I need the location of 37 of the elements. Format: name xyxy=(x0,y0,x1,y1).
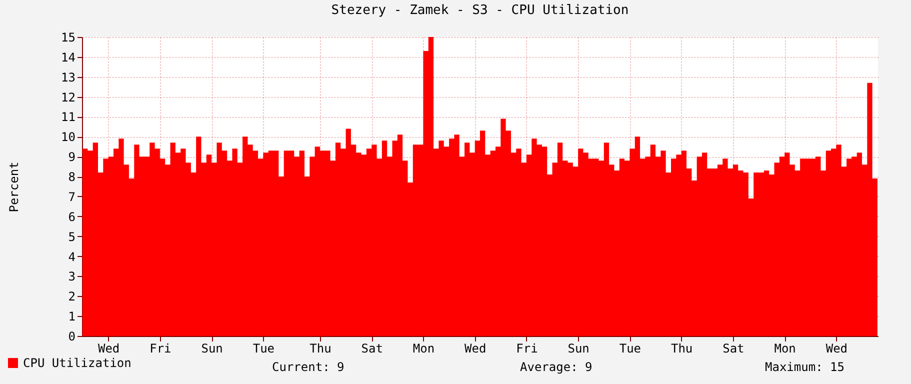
x-tick-label: Wed xyxy=(98,342,120,356)
x-tick-label: Sat xyxy=(722,342,744,356)
x-tick-label: Wed xyxy=(464,342,486,356)
x-tick-label: Mon xyxy=(774,342,796,356)
y-tick-label: 13 xyxy=(61,70,76,84)
x-tick-label: Thu xyxy=(310,342,332,356)
y-tick-label: 2 xyxy=(68,290,76,304)
y-tick-label: 3 xyxy=(68,270,76,284)
y-tick-label: 8 xyxy=(68,170,76,184)
x-tick-label: Thu xyxy=(670,342,693,356)
y-tick-label: 15 xyxy=(61,30,76,44)
y-tick-label: 4 xyxy=(68,250,76,264)
y-tick-label: 11 xyxy=(61,110,76,124)
text: Current: 9 xyxy=(272,360,344,374)
y-tick-label: 6 xyxy=(68,210,76,224)
y-axis-title: Percent xyxy=(7,162,22,212)
x-tick-label: Wed xyxy=(826,342,848,356)
y-tick-label: 14 xyxy=(61,50,76,64)
y-tick-label: 9 xyxy=(68,150,76,164)
y-tick-label: 0 xyxy=(68,330,76,344)
x-tick-label: Tue xyxy=(252,342,275,356)
text: Average: 9 xyxy=(520,360,592,374)
x-tick-label: Mon xyxy=(412,342,435,356)
x-tick-label: Sun xyxy=(201,342,223,356)
y-tick-label: 5 xyxy=(68,230,76,244)
y-tick-label: 7 xyxy=(68,190,76,204)
x-tick-label: Tue xyxy=(619,342,642,356)
legend-label: CPU Utilization xyxy=(23,356,132,370)
x-tick-label: Sat xyxy=(361,342,383,356)
y-tick-label: 12 xyxy=(61,90,76,104)
x-tick-label: Fri xyxy=(516,342,538,356)
x-tick-label: Fri xyxy=(150,342,172,356)
chart-title: Stezery - Zamek - S3 - CPU Utilization xyxy=(331,3,629,18)
y-tick-label: 10 xyxy=(61,130,76,144)
x-tick-label: Sun xyxy=(568,342,590,356)
text: Maximum: 15 xyxy=(765,360,844,374)
y-tick-label: 1 xyxy=(68,310,76,324)
